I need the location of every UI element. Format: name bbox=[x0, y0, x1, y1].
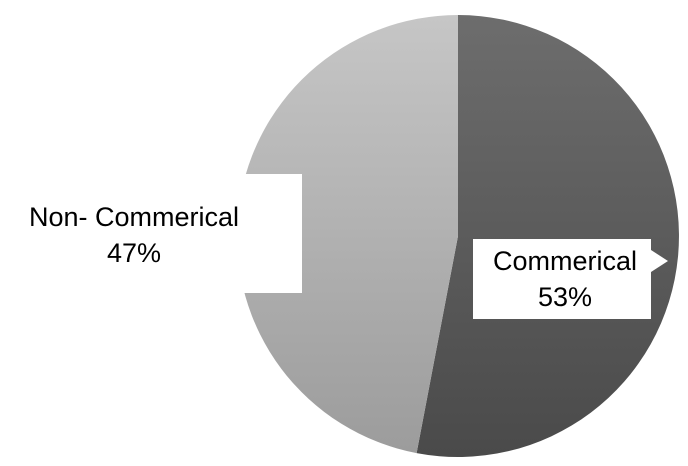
pie-slices bbox=[236, 14, 679, 457]
slice-non-commerical bbox=[236, 14, 458, 454]
slice-commerical bbox=[416, 15, 679, 457]
data-label-name-non-commerical: Non- Commerical bbox=[29, 202, 239, 232]
data-label-non-commerical: Non- Commerical 47% bbox=[2, 174, 302, 293]
data-label-box-non-commerical bbox=[2, 174, 302, 293]
data-label-value-non-commerical: 47% bbox=[107, 238, 161, 268]
data-label-value-commerical: 53% bbox=[538, 282, 592, 312]
data-label-commerical: Commerical 53% bbox=[473, 239, 668, 319]
data-label-name-commerical: Commerical bbox=[493, 246, 637, 276]
data-label-box-commerical bbox=[473, 239, 668, 319]
